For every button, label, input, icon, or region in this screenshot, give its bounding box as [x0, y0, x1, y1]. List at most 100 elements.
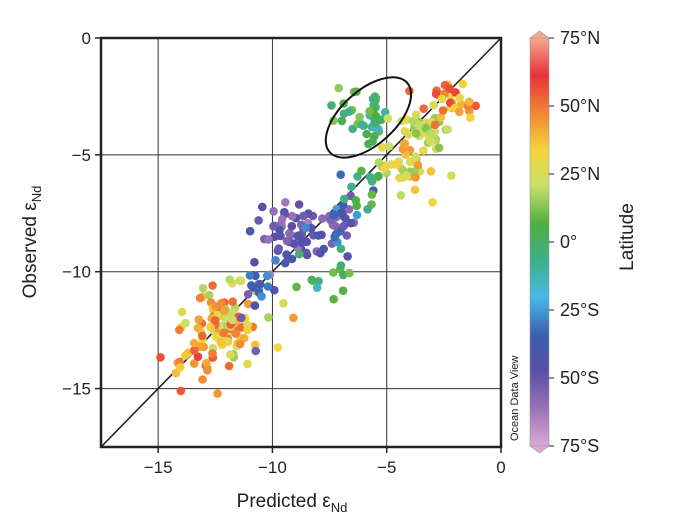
data-point [175, 325, 184, 335]
data-point [289, 239, 299, 248]
data-point [204, 290, 214, 300]
data-point [455, 93, 465, 103]
data-point [365, 107, 374, 116]
data-point [426, 167, 436, 176]
data-point [318, 214, 327, 223]
data-point [250, 301, 260, 310]
data-point [220, 306, 229, 315]
colorbar-gradient [529, 37, 550, 447]
data-point [206, 322, 215, 332]
data-point [384, 142, 394, 151]
data-point [224, 361, 234, 371]
data-point [329, 210, 339, 219]
data-point [294, 249, 304, 259]
data-point [217, 298, 226, 308]
data-point [329, 268, 338, 277]
data-point [339, 221, 349, 231]
data-point [447, 171, 456, 180]
data-point [344, 205, 354, 214]
data-point [216, 338, 226, 347]
data-point [411, 129, 421, 138]
data-point [419, 146, 428, 155]
data-point [177, 307, 187, 317]
data-point [250, 340, 260, 350]
colorbar-tick-label: 25°N [560, 164, 600, 184]
data-point [413, 160, 423, 170]
data-point [464, 97, 474, 106]
data-point [337, 116, 347, 126]
data-point [198, 331, 207, 341]
y-axis-ticks: 0 −5 −10 −15 [62, 29, 101, 399]
data-point [194, 315, 204, 324]
data-point [429, 100, 438, 110]
data-point [395, 173, 404, 183]
data-point [301, 223, 310, 233]
data-point [269, 207, 278, 216]
colorbar-bottom-arrow [529, 445, 550, 454]
data-point [396, 191, 406, 200]
data-point [438, 106, 448, 115]
data-point [355, 112, 364, 122]
annotation-ellipse [324, 76, 413, 159]
ocean-data-view-watermark: Ocean Data View [509, 356, 521, 441]
data-point [279, 299, 288, 308]
data-point [443, 125, 453, 134]
data-point [195, 293, 205, 303]
data-point [353, 172, 362, 181]
data-point [466, 113, 475, 122]
data-point [336, 170, 346, 179]
x-tick-label: 0 [496, 458, 505, 477]
data-point [411, 173, 420, 182]
data-point [329, 294, 339, 304]
colorbar-tick-label: 50°S [560, 368, 599, 388]
data-point [198, 283, 208, 293]
data-point [428, 198, 437, 207]
data-point [301, 248, 311, 258]
data-point [273, 343, 283, 352]
data-point [346, 218, 356, 228]
data-point [282, 236, 292, 246]
data-point [250, 257, 259, 267]
data-point [299, 211, 308, 221]
data-point [377, 143, 387, 152]
data-point [231, 329, 240, 338]
data-point [254, 216, 263, 225]
data-point [400, 127, 410, 136]
data-point [263, 282, 273, 291]
x-tick-label: −5 [377, 458, 396, 477]
data-point [336, 261, 346, 270]
grid-lines [101, 38, 501, 447]
data-point [243, 290, 253, 299]
colorbar-top-arrow [529, 30, 550, 39]
data-point [251, 346, 260, 356]
data-point [237, 313, 246, 323]
data-point [247, 281, 256, 290]
data-point [430, 120, 440, 130]
data-point [226, 350, 235, 359]
data-point [411, 110, 421, 119]
data-point [383, 114, 393, 123]
data-point [402, 171, 412, 180]
data-point [287, 221, 297, 231]
data-point [370, 92, 380, 101]
data-point [262, 271, 272, 281]
data-point [208, 281, 217, 290]
data-point [368, 137, 377, 146]
data-point [455, 107, 464, 117]
data-point [213, 389, 222, 398]
data-point [434, 143, 444, 153]
data-point [371, 111, 381, 121]
data-point [293, 231, 303, 241]
data-point [362, 129, 372, 139]
data-point [445, 84, 455, 94]
data-point [203, 366, 212, 375]
data-point [285, 229, 294, 238]
data-point [340, 194, 349, 204]
data-point [219, 328, 228, 338]
data-point [426, 137, 436, 146]
data-point [431, 89, 441, 99]
data-point [245, 226, 255, 236]
highlight-ellipse [324, 76, 413, 159]
data-point [227, 315, 237, 325]
